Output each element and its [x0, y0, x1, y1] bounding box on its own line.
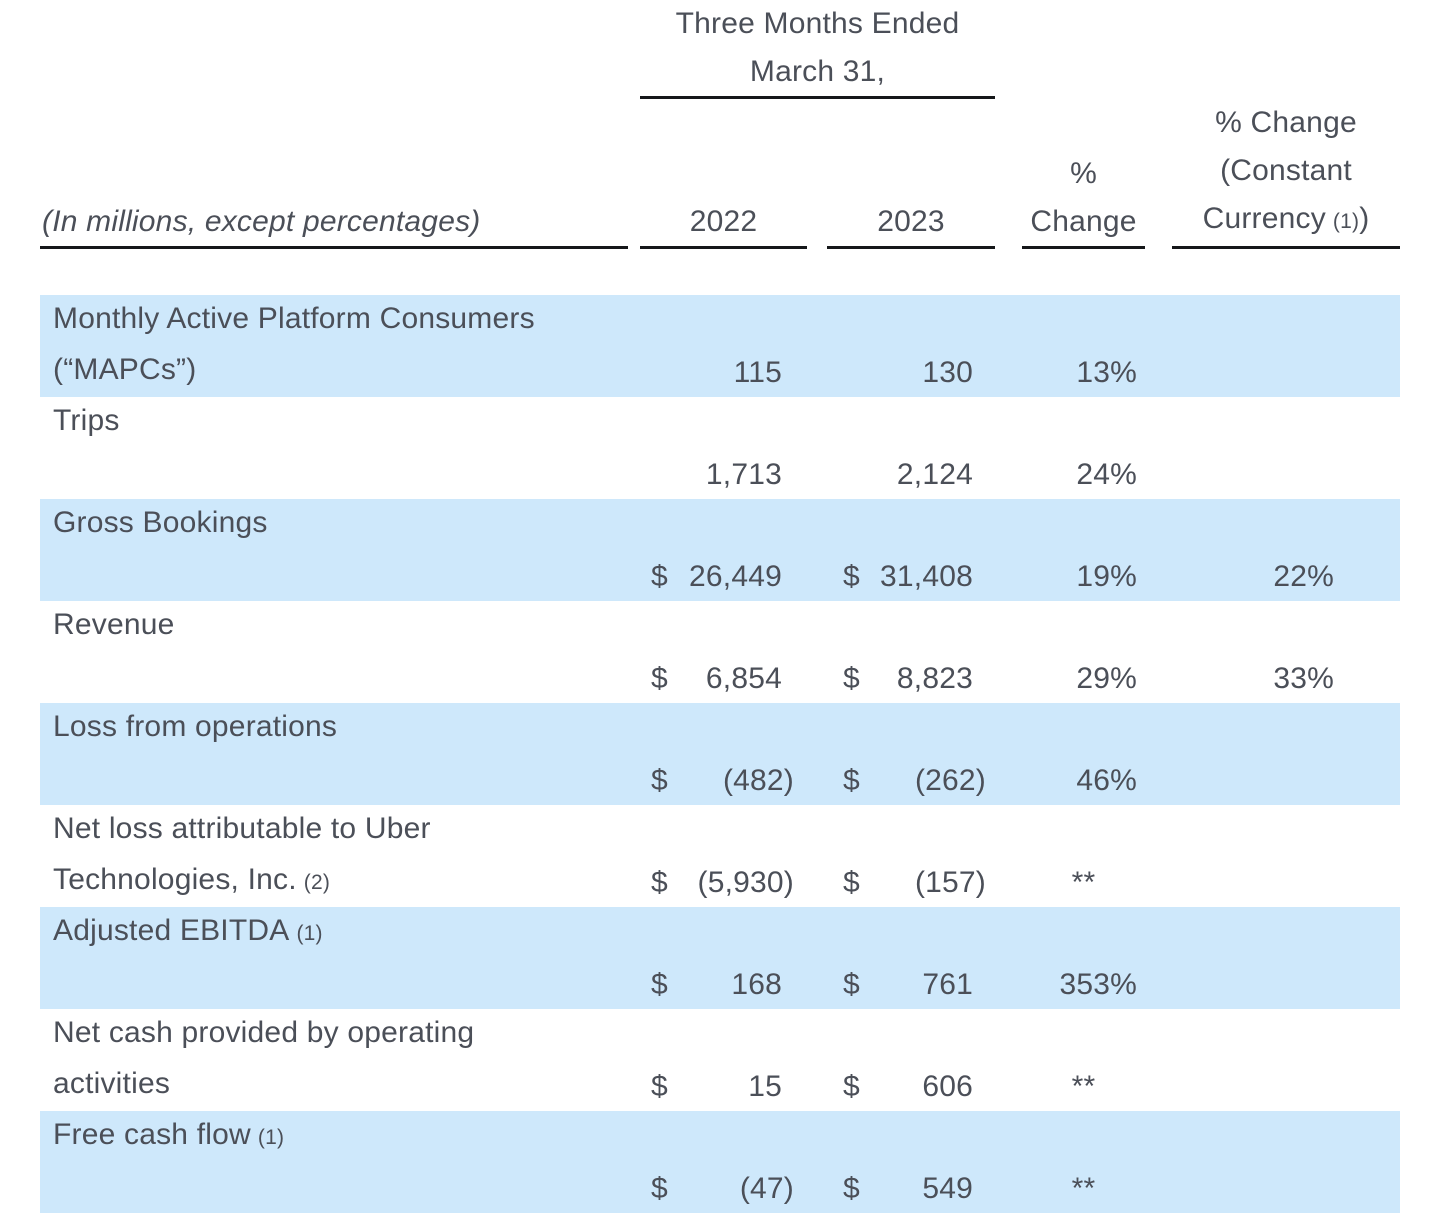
cell-2023: $31,408 — [827, 553, 995, 601]
cell-2023: $8,823 — [827, 655, 995, 703]
table-body: Monthly Active Platform Consumers (“MAPCs… — [40, 295, 1400, 1213]
cell-2022: $ (482) — [640, 757, 807, 805]
row-label: Adjusted EBITDA (1) — [53, 914, 323, 947]
cell-2023: $549 — [827, 1165, 995, 1213]
cell-pct-change: 24% — [1076, 458, 1137, 491]
cell-2022: 115 — [733, 356, 782, 389]
cell-2023: 130 — [922, 356, 973, 389]
cell-2023: $ (157) — [827, 859, 995, 907]
cell-2023: $606 — [827, 1063, 995, 1111]
dollar-sign: $ — [843, 866, 860, 899]
dollar-sign: $ — [651, 1070, 668, 1103]
row-adjusted-ebitda: Adjusted EBITDA (1) $168 $761 353% — [40, 907, 1400, 1009]
dollar-sign: $ — [843, 1172, 860, 1205]
cell-pct-change: ** — [1071, 866, 1096, 899]
dollar-sign: $ — [843, 662, 860, 695]
cell-2023: 2,124 — [896, 458, 973, 491]
row-label: Free cash flow (1) — [53, 1118, 285, 1151]
constant-currency-header: % Change (Constant Currency (1)) — [1172, 99, 1400, 249]
period-header-line1: Three Months Ended — [675, 7, 960, 40]
row-label: Monthly Active Platform Consumers (“MAPCs… — [53, 302, 535, 386]
dollar-sign: $ — [651, 866, 668, 899]
row-label: Trips — [53, 404, 120, 437]
cell-2022: 1,713 — [705, 458, 782, 491]
row-trips: Trips 1,713 2,124 24% — [40, 397, 1400, 499]
financial-metrics-table: Three Months Ended March 31, (In millions… — [40, 0, 1400, 1213]
cell-2022: $15 — [640, 1063, 807, 1111]
cell-pct-change: 353% — [1059, 968, 1137, 1001]
dollar-sign: $ — [843, 1070, 860, 1103]
row-gross-bookings: Gross Bookings $26,449 $31,408 19% 22% — [40, 499, 1400, 601]
year-2023-header: 2023 — [827, 198, 995, 249]
footnote-marker: (1) — [1332, 210, 1360, 233]
row-label: Gross Bookings — [53, 506, 268, 539]
cell-2023: $ (262) — [827, 757, 995, 805]
cell-pct-change: 13% — [1076, 356, 1137, 389]
footnote-marker: (1) — [296, 922, 323, 945]
dollar-sign: $ — [651, 1172, 668, 1205]
row-net-loss: Net loss attributable to Uber Technologie… — [40, 805, 1400, 907]
row-loss-from-operations: Loss from operations $ (482) $ (262) 46% — [40, 703, 1400, 805]
footnote-marker: (2) — [303, 871, 331, 894]
pct-change-header: % Change — [1022, 150, 1145, 249]
cell-pct-change: ** — [1071, 1172, 1096, 1205]
row-label: Revenue — [53, 608, 175, 641]
cell-constant-currency: 22% — [1273, 560, 1334, 593]
row-label: Net cash provided by operating activities — [53, 1016, 475, 1100]
column-headers: (In millions, except percentages) 2022 202… — [40, 99, 1400, 249]
cell-pct-change: 46% — [1076, 764, 1137, 797]
cell-pct-change: ** — [1071, 1070, 1096, 1103]
cell-2022: $168 — [640, 961, 807, 1009]
row-mapcs: Monthly Active Platform Consumers (“MAPCs… — [40, 295, 1400, 397]
dollar-sign: $ — [651, 764, 668, 797]
dollar-sign: $ — [651, 560, 668, 593]
cell-pct-change: 19% — [1076, 560, 1137, 593]
cell-2022: $6,854 — [640, 655, 807, 703]
footnote-marker: (1) — [257, 1126, 285, 1149]
cell-2022: $26,449 — [640, 553, 807, 601]
cell-2022: $ (47) — [640, 1165, 807, 1213]
cell-2022: $ (5,930) — [640, 859, 807, 907]
row-label: Loss from operations — [53, 710, 338, 743]
dollar-sign: $ — [651, 968, 668, 1001]
row-net-cash-operating: Net cash provided by operating activities… — [40, 1009, 1400, 1111]
row-label: Net loss attributable to Uber Technologie… — [53, 812, 431, 896]
cell-pct-change: 29% — [1076, 662, 1137, 695]
period-header-line2: March 31, — [749, 55, 886, 88]
row-revenue: Revenue $6,854 $8,823 29% 33% — [40, 601, 1400, 703]
units-note-header: (In millions, except percentages) — [40, 198, 628, 249]
dollar-sign: $ — [843, 968, 860, 1001]
dollar-sign: $ — [843, 764, 860, 797]
period-header: Three Months Ended March 31, — [640, 0, 995, 99]
cell-constant-currency: 33% — [1273, 662, 1334, 695]
cell-2023: $761 — [827, 961, 995, 1009]
dollar-sign: $ — [843, 560, 860, 593]
year-2022-header: 2022 — [640, 198, 807, 249]
dollar-sign: $ — [651, 662, 668, 695]
row-free-cash-flow: Free cash flow (1) $ (47) $549 ** — [40, 1111, 1400, 1213]
